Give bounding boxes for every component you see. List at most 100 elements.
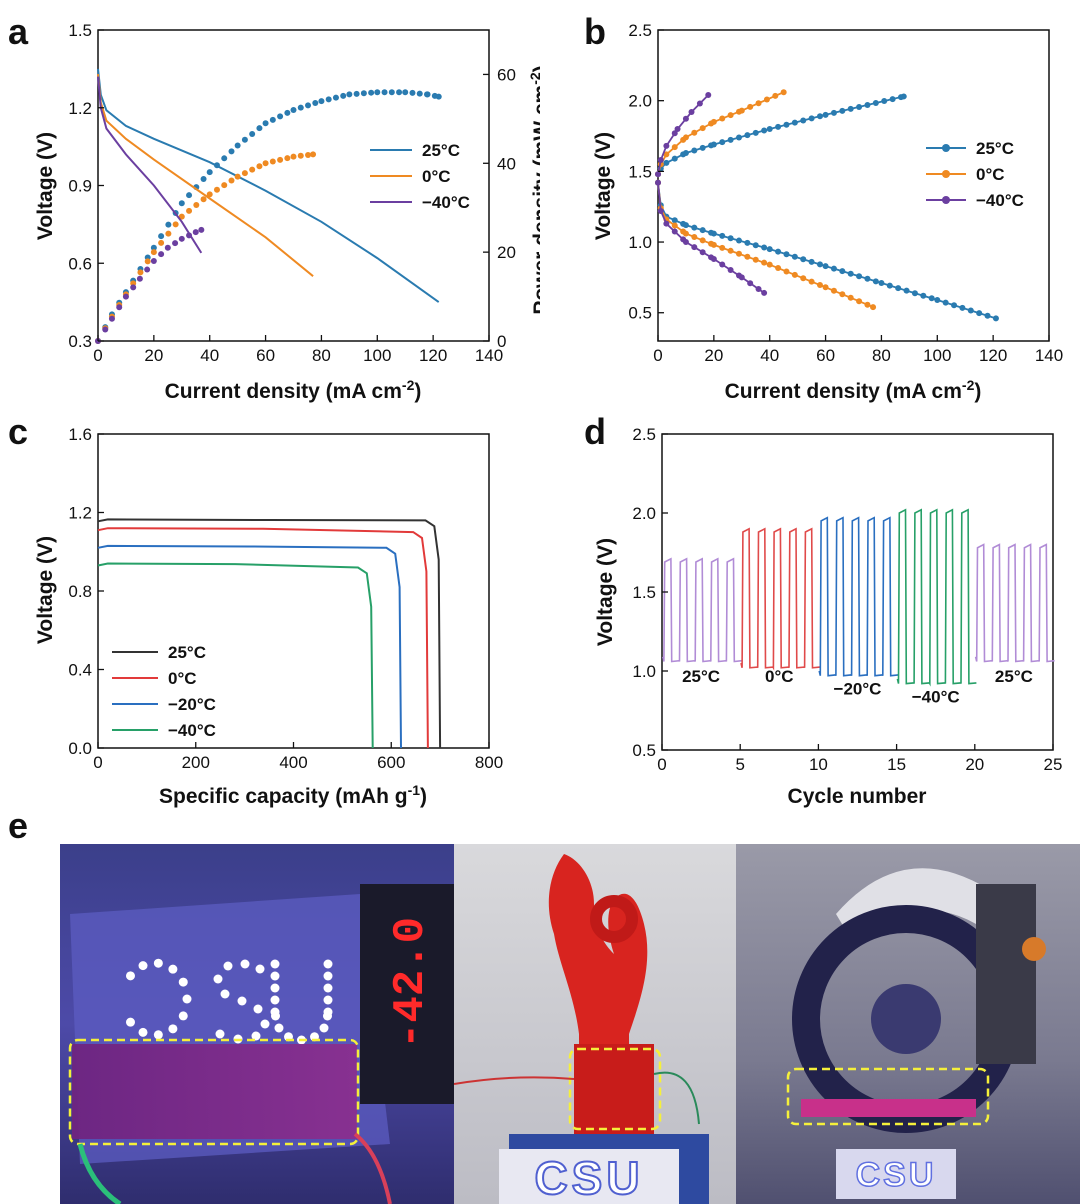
led-dot: [168, 1024, 178, 1034]
power-point: [290, 153, 297, 160]
x-tick-label: 20: [704, 346, 723, 365]
x-tick-label: 0: [657, 755, 666, 774]
power-point: [241, 136, 248, 143]
polarization-point: [761, 259, 768, 266]
power-point: [353, 90, 360, 97]
y-tick-label: 1.0: [632, 662, 656, 681]
photo-robot-hand-art: CSU: [454, 844, 736, 1204]
power-point: [172, 240, 179, 247]
polarization-point: [928, 295, 935, 302]
chart-c: c 0 200 400 600 800 0.0 0.4 0.8 1.2 1.6 Specific …: [8, 411, 503, 808]
polarization-point: [830, 287, 837, 294]
power-point: [305, 151, 312, 158]
power-point: [256, 125, 263, 132]
x-tick-label: 20: [965, 755, 984, 774]
power-point: [435, 93, 442, 100]
polarization-point: [959, 304, 966, 311]
x-tick-label: 25: [1044, 755, 1063, 774]
temperature-label: −40°C: [912, 688, 960, 707]
polarization-point: [727, 136, 734, 143]
polarization-point: [816, 261, 823, 268]
power-point: [178, 200, 185, 207]
polarization-point: [772, 92, 779, 99]
polarization-point: [752, 129, 759, 136]
power-point: [116, 304, 123, 311]
panel-letter-c: c: [8, 411, 28, 452]
polarization-point: [752, 242, 759, 249]
panel-letter-b: b: [584, 11, 606, 52]
y-tick-label: 0.4: [68, 661, 92, 680]
power-point: [256, 163, 263, 170]
polarization-point: [856, 273, 863, 280]
polarization-point: [761, 127, 768, 134]
polarization-point: [839, 107, 846, 114]
panel-e-letter-svg: e: [8, 805, 28, 846]
led-dot: [270, 983, 280, 993]
x-tick-label: 600: [377, 753, 405, 772]
polarization-point: [727, 267, 734, 274]
polarization-point: [976, 310, 983, 317]
polarization-point: [934, 297, 941, 304]
polarization-point: [900, 93, 907, 100]
polarization-point: [903, 287, 910, 294]
power-point: [150, 244, 157, 251]
led-dot: [125, 971, 135, 981]
power-point: [277, 113, 284, 120]
polarization-point: [682, 222, 689, 229]
power-point: [374, 89, 381, 96]
polarization-point: [671, 228, 678, 235]
temperature-label: 0°C: [765, 667, 794, 686]
power-point: [325, 96, 332, 103]
power-point: [249, 130, 256, 137]
photo-robot-hand: CSU: [454, 844, 736, 1204]
plot-frame-d: [661, 433, 1054, 751]
y-tick-label: 0.8: [68, 582, 92, 601]
polarization-point: [783, 121, 790, 128]
led-dot: [138, 1027, 148, 1037]
polarization-point: [761, 244, 768, 251]
polarization-point: [671, 130, 678, 137]
x-tick-label: 0: [93, 346, 102, 365]
x-tick-label: 80: [312, 346, 331, 365]
cycle-trace: [662, 557, 742, 663]
led-dot: [323, 983, 333, 993]
polarization-point: [872, 278, 879, 285]
polarization-point: [847, 294, 854, 301]
polarization-point: [878, 280, 885, 287]
x-tick-label: 120: [979, 346, 1007, 365]
polarization-point: [705, 92, 712, 99]
polarization-point: [775, 265, 782, 272]
legend-label: 25°C: [422, 141, 460, 160]
polarization-point: [822, 263, 829, 270]
led-dot: [153, 1030, 163, 1040]
polarization-point: [735, 250, 742, 257]
polarization-point: [691, 147, 698, 154]
wire-green-2: [653, 1071, 700, 1125]
polarization-point: [735, 134, 742, 141]
power-point: [424, 91, 431, 98]
x-axis-label-c: Specific capacity (mAh g-1): [159, 782, 427, 808]
polarization-point: [951, 302, 958, 309]
power-point: [277, 156, 284, 163]
led-dot: [178, 1011, 188, 1021]
polarization-point: [657, 207, 664, 214]
power-point: [284, 155, 291, 162]
led-dot: [253, 1004, 263, 1014]
legend-label: −40°C: [976, 191, 1024, 210]
y-tick-label: 2.0: [632, 504, 656, 523]
polarization-point: [800, 256, 807, 263]
photo-scooter-art: CSU: [736, 844, 1080, 1204]
wire-red-2: [454, 1076, 575, 1085]
polarization-point: [699, 237, 706, 244]
polarization-point: [847, 270, 854, 277]
polarization-point: [791, 119, 798, 126]
polarization-point: [755, 100, 762, 107]
polarization-point: [839, 291, 846, 298]
x-tick-label: 80: [872, 346, 891, 365]
x-tick-label: 40: [760, 346, 779, 365]
legend-label: 25°C: [168, 643, 206, 662]
highlight-box-1: [68, 1038, 360, 1146]
polarization-point: [755, 286, 762, 293]
polarization-point: [719, 261, 726, 268]
y-tick-label: 1.5: [628, 162, 652, 181]
